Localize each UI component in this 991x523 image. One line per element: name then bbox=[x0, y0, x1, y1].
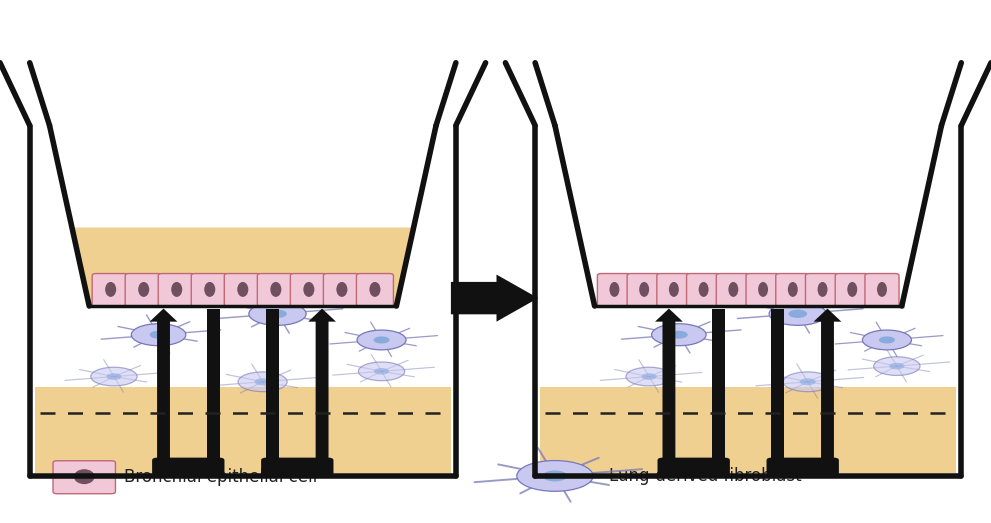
FancyBboxPatch shape bbox=[191, 274, 228, 306]
Ellipse shape bbox=[238, 372, 287, 392]
FancyBboxPatch shape bbox=[835, 274, 869, 306]
FancyBboxPatch shape bbox=[598, 274, 631, 306]
Ellipse shape bbox=[105, 282, 116, 297]
Ellipse shape bbox=[517, 461, 593, 491]
Ellipse shape bbox=[138, 282, 150, 297]
Ellipse shape bbox=[783, 372, 832, 392]
FancyBboxPatch shape bbox=[159, 274, 195, 306]
Ellipse shape bbox=[847, 282, 857, 297]
FancyBboxPatch shape bbox=[627, 274, 661, 306]
FancyBboxPatch shape bbox=[53, 461, 115, 494]
Ellipse shape bbox=[788, 282, 798, 297]
Ellipse shape bbox=[204, 282, 215, 297]
Ellipse shape bbox=[639, 282, 649, 297]
FancyBboxPatch shape bbox=[258, 274, 294, 306]
FancyBboxPatch shape bbox=[865, 274, 899, 306]
Ellipse shape bbox=[699, 282, 709, 297]
Ellipse shape bbox=[370, 282, 381, 297]
Ellipse shape bbox=[758, 282, 768, 297]
Ellipse shape bbox=[255, 378, 271, 385]
Ellipse shape bbox=[374, 336, 389, 344]
Ellipse shape bbox=[652, 324, 707, 346]
Ellipse shape bbox=[542, 471, 568, 481]
Ellipse shape bbox=[249, 302, 306, 325]
FancyBboxPatch shape bbox=[687, 274, 720, 306]
Ellipse shape bbox=[150, 331, 167, 339]
Ellipse shape bbox=[670, 331, 688, 339]
Bar bbox=[772, 309, 785, 468]
Ellipse shape bbox=[889, 363, 905, 369]
Ellipse shape bbox=[862, 330, 912, 350]
FancyArrow shape bbox=[814, 309, 841, 463]
Ellipse shape bbox=[74, 469, 94, 484]
Ellipse shape bbox=[91, 367, 137, 386]
Ellipse shape bbox=[303, 282, 314, 297]
FancyBboxPatch shape bbox=[658, 458, 729, 476]
Ellipse shape bbox=[877, 282, 887, 297]
Polygon shape bbox=[555, 126, 941, 306]
FancyBboxPatch shape bbox=[323, 274, 361, 306]
Ellipse shape bbox=[874, 357, 920, 376]
Ellipse shape bbox=[271, 282, 281, 297]
Ellipse shape bbox=[669, 282, 679, 297]
Ellipse shape bbox=[626, 367, 672, 386]
Ellipse shape bbox=[879, 336, 895, 344]
Bar bbox=[206, 309, 220, 468]
FancyBboxPatch shape bbox=[746, 274, 780, 306]
FancyArrow shape bbox=[451, 275, 538, 322]
Ellipse shape bbox=[269, 310, 286, 318]
Ellipse shape bbox=[359, 362, 404, 381]
Ellipse shape bbox=[106, 373, 122, 380]
Ellipse shape bbox=[237, 282, 249, 297]
Text: Lung-derived fibroblast: Lung-derived fibroblast bbox=[609, 467, 802, 485]
Ellipse shape bbox=[818, 282, 827, 297]
FancyBboxPatch shape bbox=[125, 274, 163, 306]
Ellipse shape bbox=[357, 330, 406, 350]
FancyArrow shape bbox=[150, 309, 177, 463]
Bar bbox=[712, 309, 725, 468]
FancyBboxPatch shape bbox=[657, 274, 691, 306]
Ellipse shape bbox=[789, 310, 807, 318]
Ellipse shape bbox=[374, 368, 389, 374]
FancyBboxPatch shape bbox=[224, 274, 262, 306]
FancyBboxPatch shape bbox=[153, 458, 224, 476]
FancyBboxPatch shape bbox=[357, 274, 393, 306]
FancyBboxPatch shape bbox=[806, 274, 839, 306]
FancyBboxPatch shape bbox=[776, 274, 810, 306]
FancyArrow shape bbox=[308, 309, 336, 463]
Bar bbox=[540, 306, 956, 387]
Ellipse shape bbox=[641, 373, 657, 380]
FancyBboxPatch shape bbox=[716, 274, 750, 306]
FancyBboxPatch shape bbox=[290, 274, 327, 306]
Bar bbox=[266, 309, 279, 468]
Bar bbox=[35, 306, 451, 387]
Ellipse shape bbox=[728, 282, 738, 297]
Ellipse shape bbox=[131, 324, 185, 346]
FancyBboxPatch shape bbox=[261, 458, 334, 476]
FancyBboxPatch shape bbox=[92, 274, 129, 306]
Ellipse shape bbox=[800, 378, 816, 385]
Bar bbox=[540, 384, 956, 473]
Polygon shape bbox=[50, 126, 436, 306]
Text: Bronchial epithelial cell: Bronchial epithelial cell bbox=[124, 469, 317, 486]
FancyBboxPatch shape bbox=[767, 458, 839, 476]
Ellipse shape bbox=[171, 282, 182, 297]
FancyArrow shape bbox=[655, 309, 683, 463]
Bar bbox=[35, 384, 451, 473]
Polygon shape bbox=[72, 228, 413, 306]
Ellipse shape bbox=[609, 282, 619, 297]
Ellipse shape bbox=[336, 282, 348, 297]
Ellipse shape bbox=[769, 302, 826, 325]
